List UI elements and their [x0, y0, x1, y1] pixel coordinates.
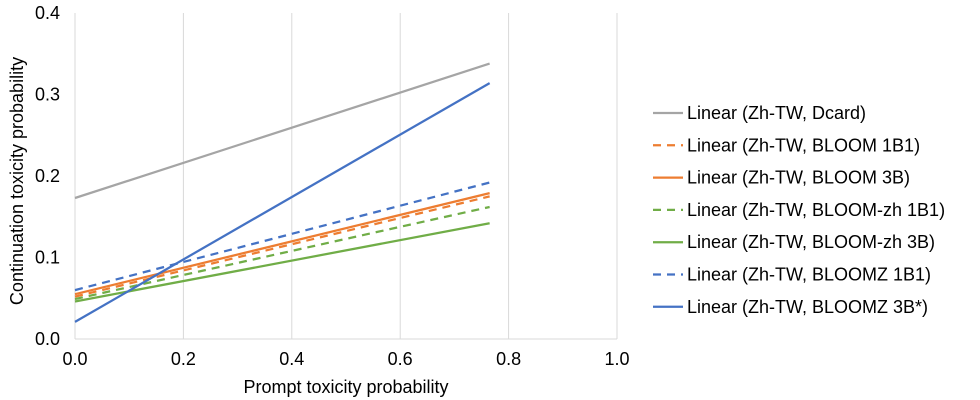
y-tick-label: 0.1 [35, 248, 60, 268]
y-tick-label: 0.3 [35, 85, 60, 105]
series-line-7 [74, 82, 491, 323]
legend-label: Linear (Zh-TW, BLOOMZ 1B1) [687, 265, 931, 285]
plot-series [74, 62, 491, 323]
legend: Linear (Zh-TW, Dcard) Linear (Zh-TW, BLOO… [653, 103, 945, 317]
x-axis-title: Prompt toxicity probability [243, 377, 448, 397]
legend-item: Linear (Zh-TW, Dcard) [653, 103, 866, 123]
legend-label: Linear (Zh-TW, BLOOM 3B) [687, 168, 910, 188]
legend-item: Linear (Zh-TW, BLOOM-zh 1B1) [653, 200, 945, 220]
series-line-1 [74, 62, 490, 200]
series-line-2 [74, 195, 490, 298]
series-line-4 [74, 205, 490, 301]
tick-labels: 0.0 0.2 0.4 0.6 0.8 1.0 0.0 0.1 0.2 0.3 0.4 [35, 3, 630, 369]
y-tick-label: 0.2 [35, 166, 60, 186]
legend-label: Linear (Zh-TW, Dcard) [687, 103, 866, 123]
series-line-3 [74, 192, 490, 296]
legend-item: Linear (Zh-TW, BLOOM 3B) [653, 168, 910, 188]
x-tick-label: 0.6 [388, 349, 413, 369]
y-axis-title: Continuation toxicity probability [7, 57, 27, 305]
y-tick-label: 0.0 [35, 329, 60, 349]
grid [74, 13, 618, 339]
legend-item: Linear (Zh-TW, BLOOM-zh 3B) [653, 232, 935, 252]
x-tick-label: 0.2 [171, 349, 196, 369]
x-tick-label: 0.0 [62, 349, 87, 369]
legend-item: Linear (Zh-TW, BLOOMZ 1B1) [653, 265, 931, 285]
legend-label: Linear (Zh-TW, BLOOM-zh 3B) [687, 232, 935, 252]
legend-item: Linear (Zh-TW, BLOOM 1B1) [653, 135, 920, 155]
x-tick-label: 0.8 [496, 349, 521, 369]
legend-label: Linear (Zh-TW, BLOOM-zh 1B1) [687, 200, 945, 220]
y-tick-label: 0.4 [35, 3, 60, 23]
series-line-5 [74, 222, 490, 303]
x-tick-label: 1.0 [604, 349, 629, 369]
legend-label: Linear (Zh-TW, BLOOM 1B1) [687, 135, 920, 155]
legend-item: Linear (Zh-TW, BLOOMZ 3B*) [653, 297, 928, 317]
legend-label: Linear (Zh-TW, BLOOMZ 3B*) [687, 297, 928, 317]
x-tick-label: 0.4 [279, 349, 304, 369]
series-line-6 [74, 181, 490, 292]
